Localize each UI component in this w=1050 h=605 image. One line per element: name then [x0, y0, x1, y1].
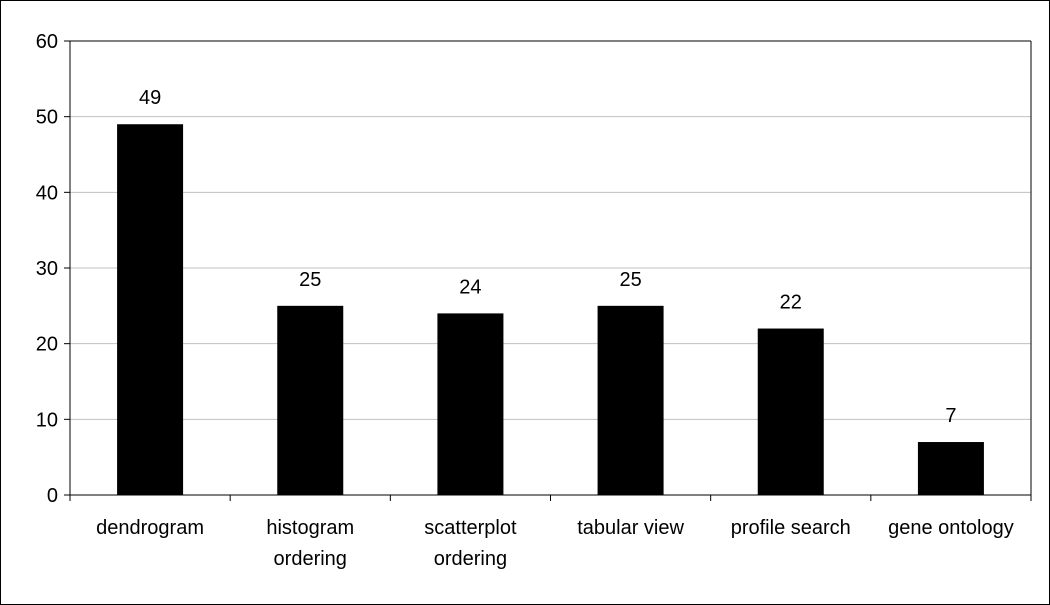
- category-label-0-0: dendrogram: [96, 517, 204, 539]
- category-label-3-0: tabular view: [577, 517, 684, 539]
- bar-2: [437, 313, 504, 495]
- category-label-5-0: gene ontology: [888, 517, 1014, 539]
- data-label-4: 22: [780, 292, 802, 314]
- y-tick-label-0: 0: [47, 485, 58, 507]
- data-label-2: 24: [459, 276, 481, 298]
- bar-0: [117, 124, 184, 495]
- bar-3: [597, 305, 664, 495]
- category-label-1-1: ordering: [274, 548, 347, 570]
- data-label-3: 25: [619, 269, 641, 291]
- category-label-2-0: scatterplot: [424, 517, 517, 539]
- y-tick-label-40: 40: [36, 182, 58, 204]
- data-label-5: 7: [945, 405, 956, 427]
- category-label-2-1: ordering: [434, 548, 507, 570]
- y-tick-label-50: 50: [36, 107, 58, 129]
- bar-5: [917, 442, 984, 495]
- data-label-1: 25: [299, 269, 321, 291]
- y-tick-label-20: 20: [36, 334, 58, 356]
- bar-4: [757, 328, 824, 495]
- y-tick-label-10: 10: [36, 409, 58, 431]
- data-label-0: 49: [139, 87, 161, 109]
- category-label-4-0: profile search: [731, 517, 851, 539]
- category-label-1-0: histogram: [266, 517, 354, 539]
- y-tick-label-60: 60: [36, 31, 58, 53]
- y-tick-label-30: 30: [36, 258, 58, 280]
- bar-1: [277, 305, 344, 495]
